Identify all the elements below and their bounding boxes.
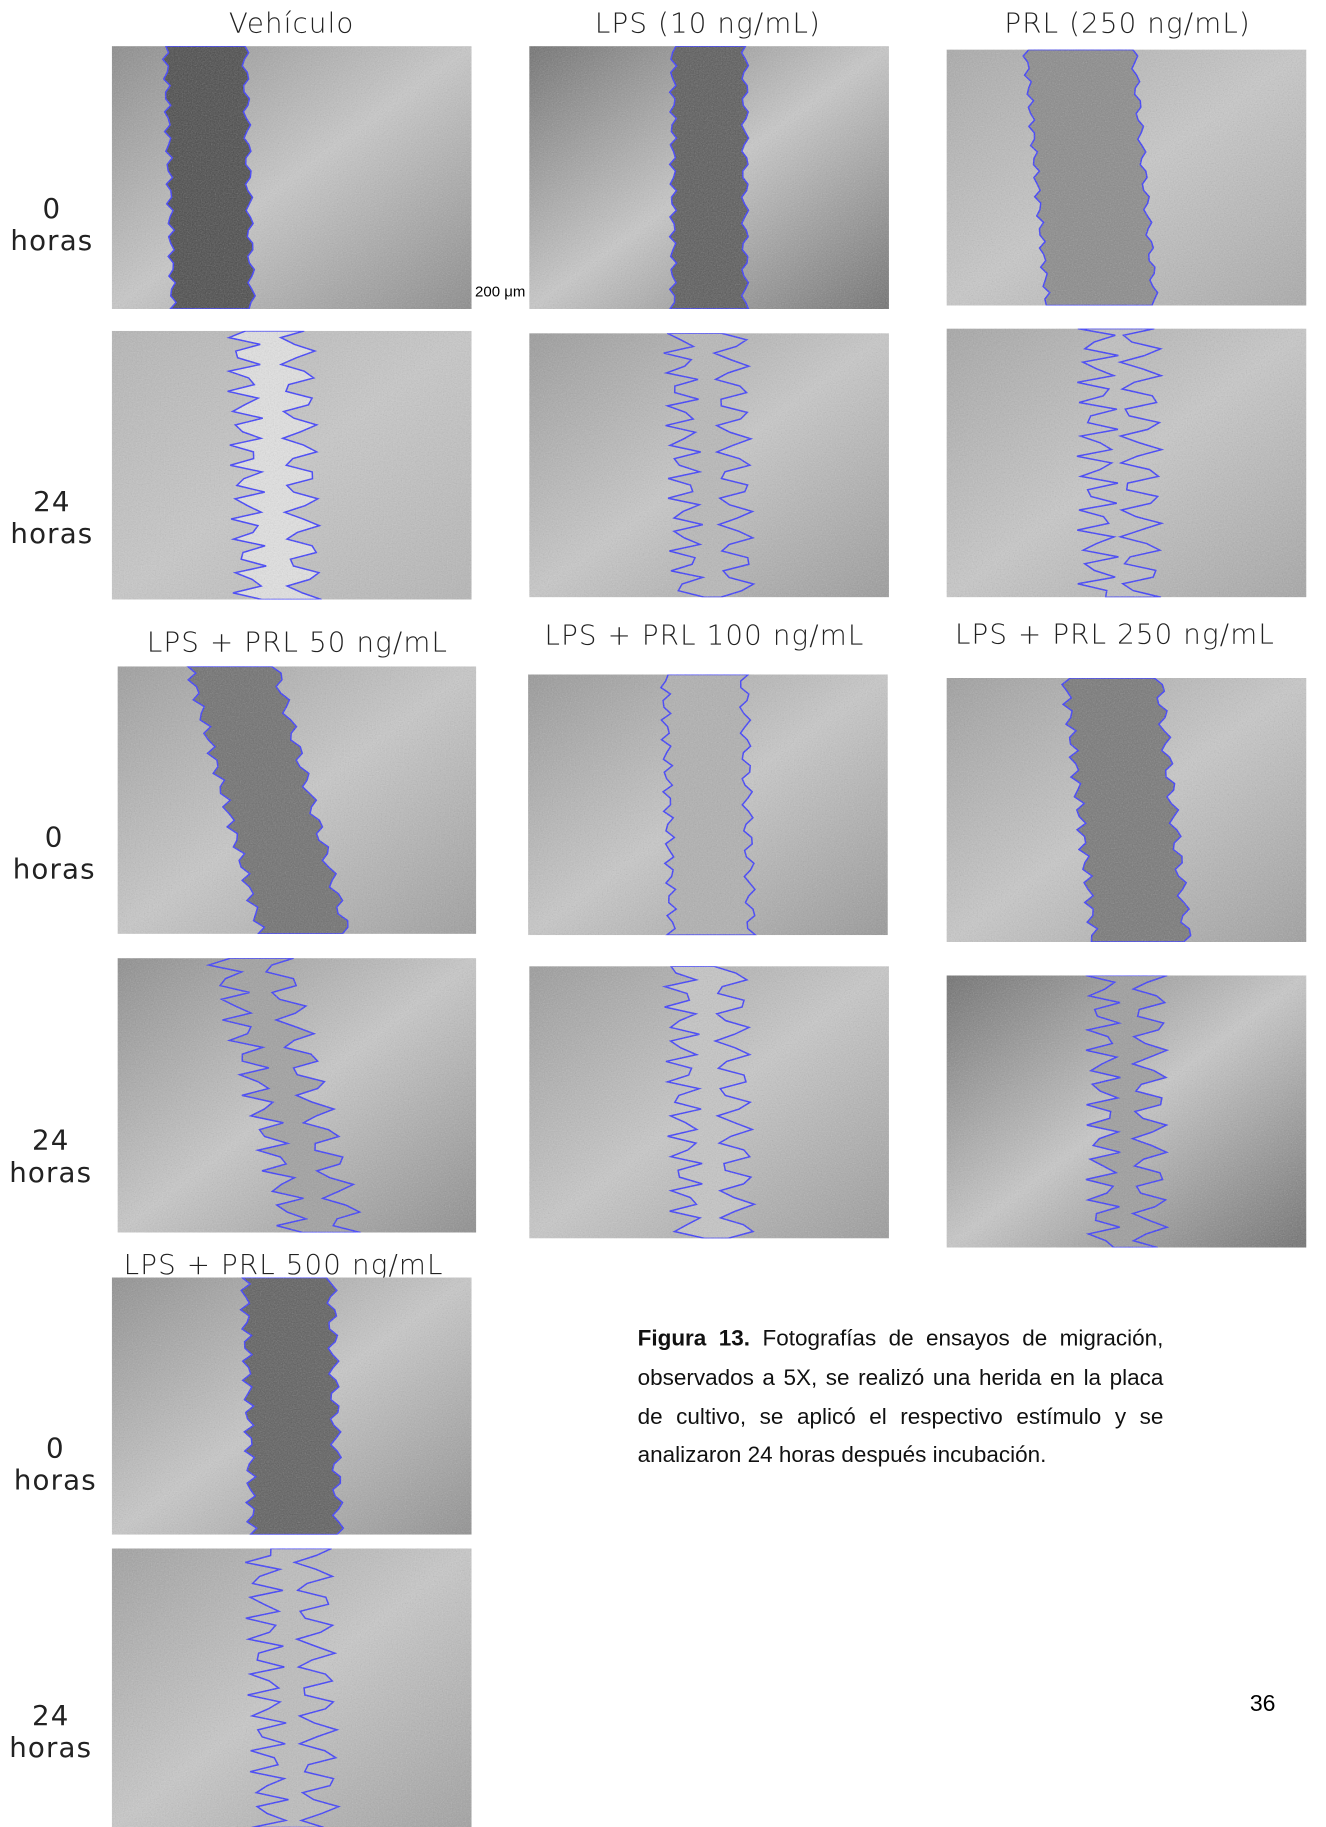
- time: 0: [44, 820, 64, 854]
- micrograph: [111, 330, 472, 600]
- time: 24: [31, 1699, 70, 1732]
- micrograph: [529, 46, 889, 310]
- time: 24: [33, 485, 71, 518]
- row-label: 0 horas: [14, 1432, 97, 1497]
- unit: horas: [13, 1464, 97, 1497]
- micrograph: [111, 1548, 472, 1827]
- panel-title: LPS (10 ng/mL): [594, 6, 821, 40]
- panel-title: PRL (250 ng/mL): [1004, 6, 1251, 40]
- panel-title: LPS + PRL 50 ng/mL: [146, 626, 449, 659]
- micrograph: [946, 49, 1307, 306]
- micrograph: [529, 966, 889, 1239]
- panel-title: LPS + PRL 500 ng/mL: [123, 1248, 444, 1281]
- page-number: 36: [1249, 1691, 1276, 1717]
- row-label: 0 horas: [10, 193, 93, 258]
- panel-title: LPS + PRL 250 ng/mL: [954, 618, 1275, 651]
- caption-text: Fotografías de ensayos de migración, obs…: [637, 1325, 1164, 1469]
- row-label: 0 horas: [13, 821, 96, 886]
- unit: horas: [10, 224, 94, 258]
- unit: horas: [12, 853, 96, 886]
- micrograph: [528, 674, 888, 936]
- unit: horas: [9, 1731, 93, 1765]
- micrograph: [111, 46, 472, 310]
- unit: horas: [9, 1156, 93, 1189]
- micrograph: [111, 1277, 472, 1535]
- row-label: 24 horas: [10, 485, 93, 550]
- time: 0: [42, 192, 62, 225]
- micrograph: [117, 666, 477, 934]
- caption: Figura 13. Fotografías de ensayos de mig…: [638, 1320, 1164, 1476]
- panel-title: LPS + PRL 100 ng/mL: [544, 619, 865, 652]
- micrograph: [946, 677, 1307, 943]
- time: 0: [45, 1432, 65, 1465]
- panel-title: Vehículo: [228, 6, 355, 40]
- row-label: 24 horas: [9, 1700, 92, 1765]
- micrograph: [946, 975, 1307, 1248]
- row-label: 24 horas: [9, 1124, 92, 1189]
- micrograph: [117, 958, 477, 1233]
- micrograph: [529, 333, 889, 598]
- scale-bar-label: 200 μm: [475, 282, 526, 300]
- time: 24: [31, 1124, 70, 1157]
- unit: horas: [10, 517, 94, 550]
- caption-label: Figura 13.: [637, 1325, 751, 1352]
- micrograph: [946, 328, 1307, 598]
